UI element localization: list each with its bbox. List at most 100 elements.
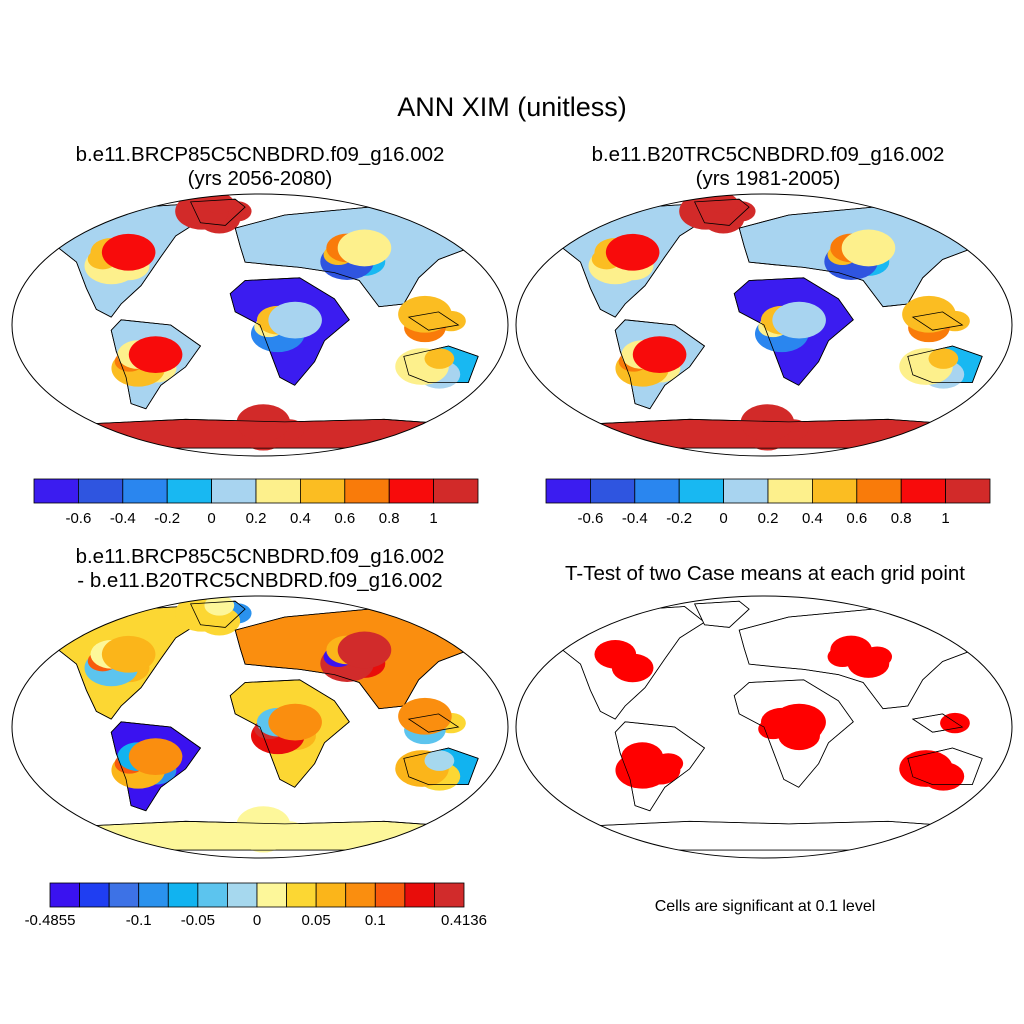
field-cell: [268, 301, 322, 339]
field-cell: [740, 404, 795, 442]
colorbar-tick-label: 0.8: [379, 510, 400, 527]
colorbar-swatch: [286, 882, 317, 908]
colorbar-tick-label: 0.4: [290, 510, 311, 527]
colorbar-tick-label: -0.1: [126, 912, 152, 929]
colorbar-swatch: [315, 882, 347, 908]
field-cell: [605, 233, 660, 271]
colorbar-swatch: [49, 882, 80, 908]
colorbar-swatch: [545, 478, 591, 504]
field-cell: [424, 750, 455, 771]
colorbar-tick-label: 0.8: [891, 510, 912, 527]
panel-1-years: (yrs 2056-2080): [187, 167, 333, 190]
colorbar-swatch: [138, 882, 169, 908]
coastline-australia: [907, 345, 983, 384]
colorbar-swatch: [590, 478, 636, 504]
colorbar-swatch: [211, 478, 257, 504]
colorbar-tick-label: -0.2: [666, 510, 692, 527]
field-cell: [841, 229, 896, 267]
field-cell: [236, 806, 291, 844]
colorbar-swatch: [256, 882, 287, 908]
map-panel-2: [515, 193, 1013, 457]
field-cell: [101, 233, 156, 271]
colorbar-swatch: [122, 478, 168, 504]
colorbar-swatch: [78, 478, 124, 504]
panel-1-title: b.e11.BRCP85C5CNBDRD.f09_g16.002 (yrs 20…: [20, 143, 500, 191]
colorbar-swatch: [812, 478, 858, 504]
colorbar-tick-label: -0.4: [110, 510, 136, 527]
coastline-greenland: [693, 198, 750, 226]
colorbar-swatch: [678, 478, 725, 504]
colorbar-tick-label: -0.6: [577, 510, 603, 527]
panel-4-ttest-title: T-Test of two Case means at each grid po…: [565, 562, 965, 585]
coastline-greenland: [694, 600, 750, 628]
panel-2-case-name: b.e11.B20TRC5CNBDRD.f09_g16.002: [591, 143, 945, 166]
colorbar-tick-label: 0: [719, 510, 727, 527]
field-cell: [204, 194, 235, 214]
map-panel-4: [515, 595, 1013, 859]
colorbar-tick-label: 0.2: [758, 510, 779, 527]
coastline-australia: [403, 747, 479, 785]
colorbar-swatch: [345, 882, 376, 908]
coastline-africa: [733, 277, 854, 386]
colorbar-panel-3: -0.4855 -0.1 -0.05 0 0.05 0.1 0.4136: [25, 882, 487, 929]
field-cell: [830, 635, 872, 665]
colorbar-tick-label: -0.4: [622, 510, 648, 527]
colorbar-swatch: [79, 882, 110, 908]
field-cell: [772, 301, 826, 339]
colorbar-tick-label: 0: [253, 912, 261, 929]
map-panel-3: [11, 595, 509, 859]
coastline-greenland: [189, 600, 246, 628]
coastline-indonesia: [911, 713, 964, 733]
coastline-samerica: [110, 319, 202, 410]
panel-3-title: b.e11.BRCP85C5CNBDRD.f09_g16.002 - b.e11…: [20, 545, 500, 593]
coastline-indonesia: [911, 311, 964, 331]
field-cell: [708, 194, 739, 214]
colorbar-swatch: [108, 882, 140, 908]
field-cell: [940, 712, 970, 734]
coastline-indonesia: [407, 311, 460, 331]
coastline-australia: [403, 345, 479, 384]
field-cell: [101, 635, 156, 673]
colorbar-swatch: [299, 478, 346, 504]
colorbar-tick-label: 0.6: [846, 510, 867, 527]
panel-3-case-b: - b.e11.B20TRC5CNBDRD.f09_g16.002: [77, 569, 443, 592]
colorbar-tick-label: 0.4: [802, 510, 823, 527]
map-border: [11, 193, 509, 457]
colorbar-tick-label: 0.2: [246, 510, 267, 527]
colorbar-swatch: [33, 478, 79, 504]
panel-1-case-name: b.e11.BRCP85C5CNBDRD.f09_g16.002: [75, 143, 445, 166]
colorbar-tick-label: -0.4855: [25, 912, 76, 929]
colorbar-swatch: [856, 478, 902, 504]
coastline-samerica: [614, 721, 705, 812]
field-cell: [928, 348, 959, 369]
coastline-samerica: [614, 319, 706, 410]
colorbar-tick-label: -0.2: [154, 510, 180, 527]
coastline-namerica: [555, 606, 706, 720]
colorbar-swatch: [388, 478, 435, 504]
colorbar-swatch: [166, 478, 212, 504]
field-cell: [899, 750, 953, 787]
coastline-samerica: [110, 721, 202, 812]
field-cell: [128, 738, 183, 776]
colorbar-swatch: [404, 882, 435, 908]
colorbar-tick-label: 0.05: [302, 912, 331, 929]
coastline-africa: [229, 277, 350, 386]
field-cell: [632, 336, 687, 374]
colorbar-swatch: [723, 478, 769, 504]
panel-3-case-a: b.e11.BRCP85C5CNBDRD.f09_g16.002: [75, 545, 445, 568]
colorbar-swatch: [255, 478, 301, 504]
map-border: [515, 193, 1013, 457]
colorbar-swatch: [197, 882, 228, 908]
panel-4-title: T-Test of two Case means at each grid po…: [510, 562, 1020, 586]
colorbar-tick-label: 0.4136: [441, 912, 487, 929]
field-cell: [621, 742, 664, 771]
coastline-greenland: [189, 198, 246, 226]
colorbar-tick-label: -0.6: [65, 510, 91, 527]
colorbar-swatch: [344, 478, 390, 504]
coastline-africa: [733, 679, 854, 788]
colorbar-panel-1: -0.6 -0.4 -0.2 0 0.2 0.4 0.6 0.8 1: [33, 478, 479, 527]
field-cell: [594, 639, 637, 669]
colorbar-tick-label: 1: [941, 510, 949, 527]
colorbar-swatch: [634, 478, 680, 504]
